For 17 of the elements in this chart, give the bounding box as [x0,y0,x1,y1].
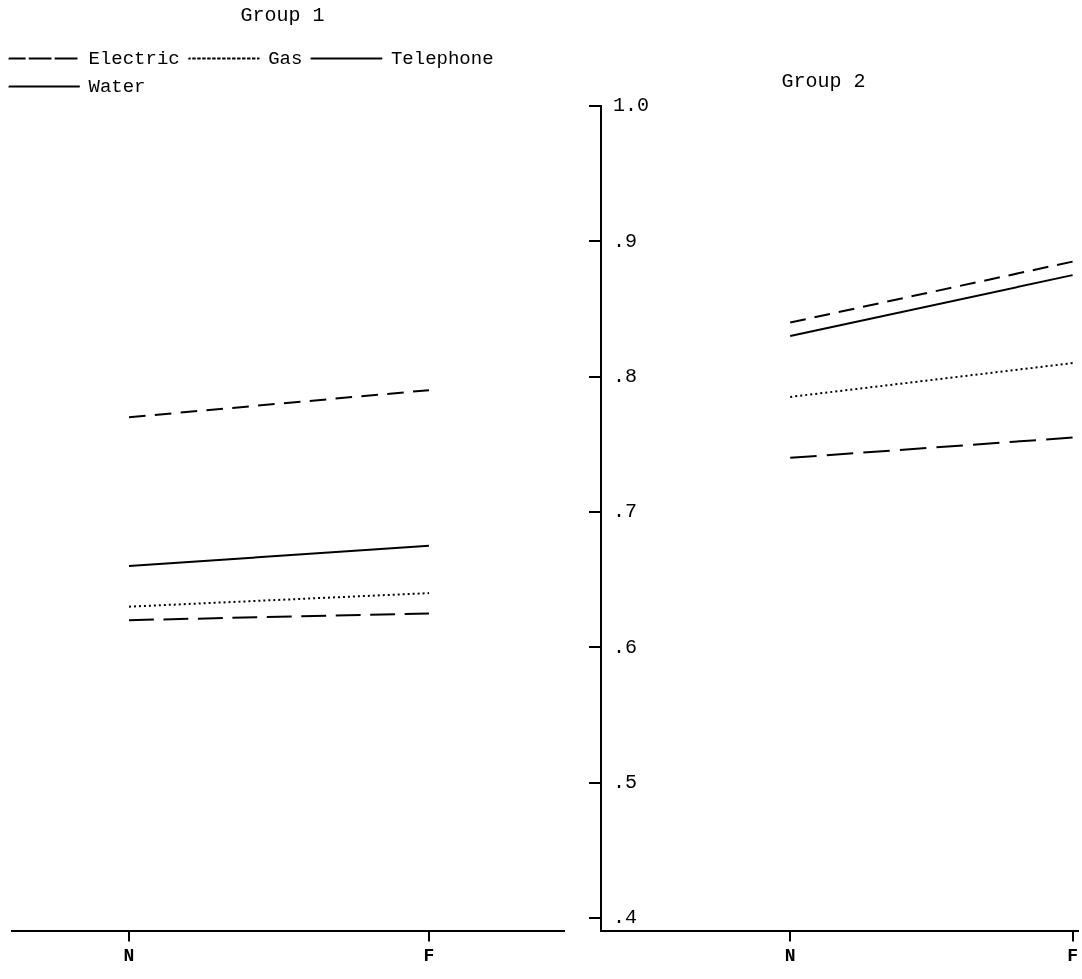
y-tick-label: .7 [613,500,638,524]
x-tick-label: F [1067,945,1078,966]
y-tick-label: .9 [613,229,638,253]
y-tick-label: .8 [613,364,638,388]
legend-label: Electric [88,47,180,70]
legend-label: Water [88,75,146,98]
x-tick-label: N [123,945,135,966]
y-tick-label: .6 [613,635,638,659]
y-tick-label: .4 [613,906,638,930]
x-tick-label: F [423,945,435,966]
x-tick-label: N [784,945,796,966]
y-tick-label: .5 [613,770,638,794]
y-tick-label: 1.0 [613,94,650,118]
chart-title: Group 1 [240,4,325,28]
legend-label: Gas [268,47,303,70]
legend-label: Telephone [390,47,494,70]
chart-title: Group 2 [781,70,866,94]
